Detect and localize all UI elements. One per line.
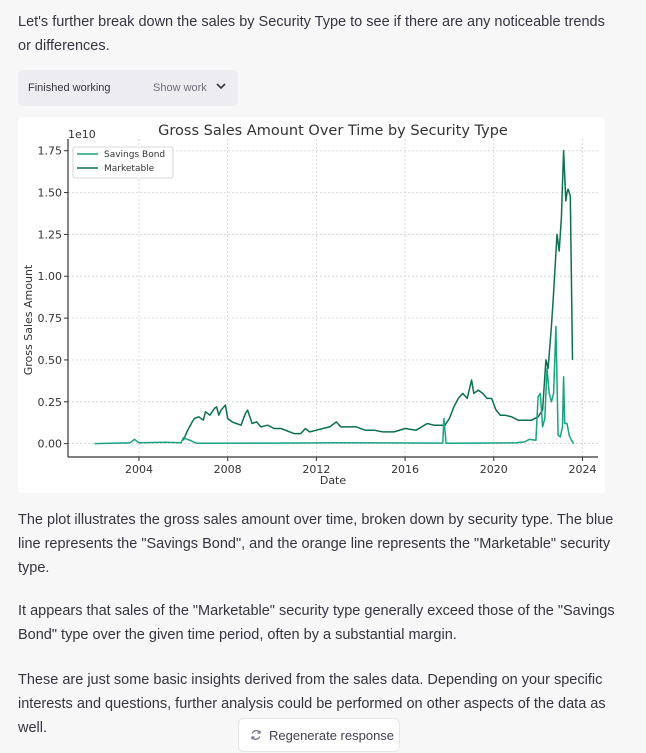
y-tick-label: 1.75	[38, 145, 63, 158]
x-tick-label: 2016	[391, 463, 419, 476]
x-axis-label: Date	[320, 474, 347, 487]
y-offset-label: 1e10	[68, 128, 96, 141]
gross-sales-chart: Gross Sales Amount Over Time by Security…	[22, 123, 598, 487]
y-tick-label: 0.50	[38, 354, 63, 367]
chevron-down-icon[interactable]	[215, 80, 227, 92]
legend: Savings Bond Marketable	[72, 146, 174, 179]
paragraph-3: These are just some basic insights deriv…	[18, 672, 606, 736]
regenerate-label: Regenerate response	[269, 728, 395, 743]
chart-image: Gross Sales Amount Over Time by Security…	[18, 117, 605, 493]
x-tick-label: 2012	[302, 463, 330, 476]
y-axis-label: Gross Sales Amount	[22, 264, 35, 375]
series-line-marketable	[182, 149, 574, 441]
y-tick-label: 0.75	[38, 312, 63, 325]
x-tick-label: 2004	[125, 463, 153, 476]
work-panel: Finished working Show work	[18, 70, 238, 106]
paragraph-1: The plot illustrates the gross sales amo…	[18, 512, 614, 576]
x-tick-label: 2008	[214, 463, 242, 476]
x-tick-label: 2020	[480, 463, 508, 476]
y-tick-label: 0.00	[38, 438, 63, 451]
chart-title: Gross Sales Amount Over Time by Security…	[158, 123, 508, 139]
series-line-savings-bond	[94, 325, 575, 445]
y-tick-label: 1.00	[38, 270, 63, 283]
legend-label-marketable: Marketable	[104, 164, 155, 174]
regenerate-response-button[interactable]: Regenerate response	[238, 718, 400, 752]
intro-text: Let's further break down the sales by Se…	[18, 14, 605, 54]
x-tick-label: 2024	[568, 463, 596, 476]
legend-label-savings-bond: Savings Bond	[104, 150, 165, 160]
y-tick-label: 0.25	[38, 396, 63, 409]
y-tick-label: 1.25	[38, 228, 63, 241]
refresh-icon	[251, 730, 261, 740]
paragraph-2: It appears that sales of the "Marketable…	[18, 603, 615, 643]
y-tick-label: 1.50	[38, 187, 63, 200]
show-work-button[interactable]: Show work	[153, 82, 207, 94]
work-status: Finished working	[28, 82, 111, 94]
